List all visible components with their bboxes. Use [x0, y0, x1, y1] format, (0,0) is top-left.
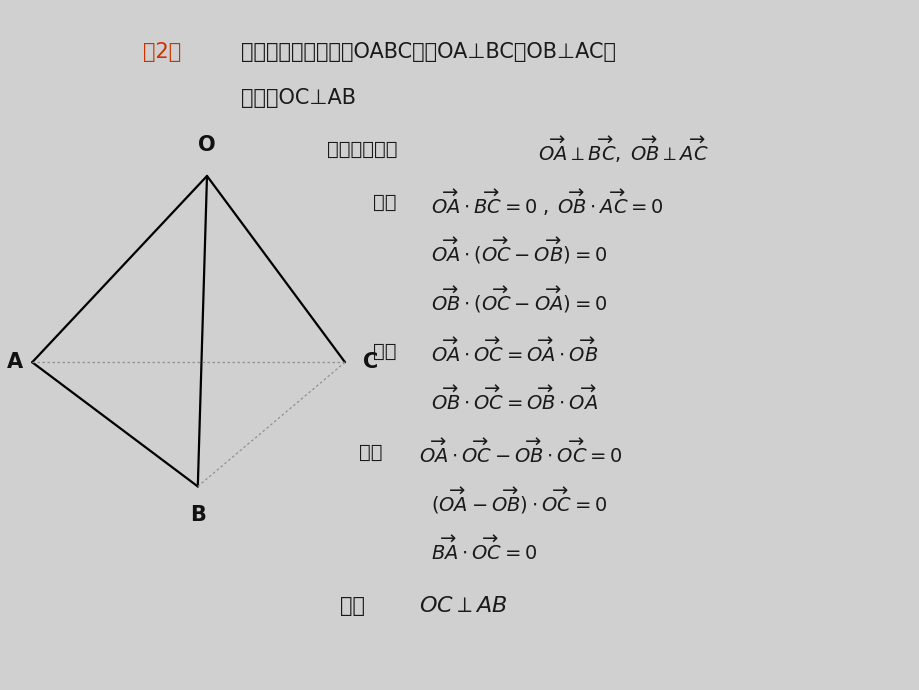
- Text: $\overrightarrow{OB}\cdot\overrightarrow{OC}=\overrightarrow{OB}\cdot\overrighta: $\overrightarrow{OB}\cdot\overrightarrow…: [430, 386, 597, 415]
- Text: 所以: 所以: [358, 443, 382, 462]
- Text: $\overrightarrow{OA}\cdot\overrightarrow{OC}=\overrightarrow{OA}\cdot\overrighta: $\overrightarrow{OA}\cdot\overrightarrow…: [430, 337, 597, 366]
- Text: 所以: 所以: [372, 193, 396, 213]
- Text: $\overrightarrow{OA}\cdot\overrightarrow{OC}-\overrightarrow{OB}\cdot\overrighta: $\overrightarrow{OA}\cdot\overrightarrow…: [418, 438, 621, 467]
- Text: C: C: [363, 353, 379, 372]
- Text: O: O: [198, 135, 216, 155]
- Text: $(\overrightarrow{OA}-\overrightarrow{OB})\cdot\overrightarrow{OC}=0$: $(\overrightarrow{OA}-\overrightarrow{OB…: [430, 486, 607, 516]
- Text: $\overrightarrow{BA}\cdot\overrightarrow{OC}=0$: $\overrightarrow{BA}\cdot\overrightarrow…: [430, 535, 537, 564]
- Text: 所以: 所以: [340, 596, 365, 615]
- Text: 求证：OC⊥AB: 求证：OC⊥AB: [241, 88, 356, 108]
- Text: 证明：由已知: 证明：由已知: [326, 140, 397, 159]
- Text: 已知：在空间四边形OABC中，OA⊥BC，OB⊥AC，: 已知：在空间四边形OABC中，OA⊥BC，OB⊥AC，: [241, 42, 616, 61]
- Text: $OC\perp AB$: $OC\perp AB$: [418, 596, 506, 615]
- Text: $\overrightarrow{OA}\perp\overrightarrow{BC}$$,\;\overrightarrow{OB}\perp\overri: $\overrightarrow{OA}\perp\overrightarrow…: [538, 135, 709, 165]
- Text: B: B: [189, 505, 206, 525]
- Text: $\overrightarrow{OA}\cdot(\overrightarrow{OC}-\overrightarrow{OB})=0$: $\overrightarrow{OA}\cdot(\overrightarro…: [430, 236, 607, 266]
- Text: 所以: 所以: [372, 342, 396, 362]
- Text: $\overrightarrow{OA}\cdot\overrightarrow{BC}=0\;,\;\overrightarrow{OB}\cdot\over: $\overrightarrow{OA}\cdot\overrightarrow…: [430, 188, 663, 218]
- Text: 例2：: 例2：: [142, 42, 181, 61]
- Text: $\overrightarrow{OB}\cdot(\overrightarrow{OC}-\overrightarrow{OA})=0$: $\overrightarrow{OB}\cdot(\overrightarro…: [430, 284, 607, 315]
- Text: A: A: [7, 353, 24, 372]
